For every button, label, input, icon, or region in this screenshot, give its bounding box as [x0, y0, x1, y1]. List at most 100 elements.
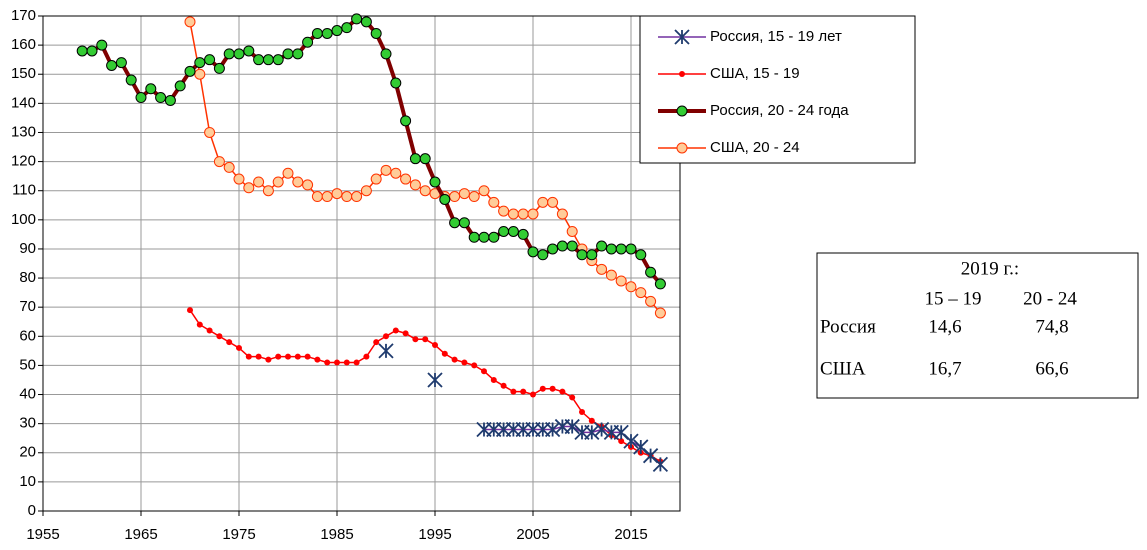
marker — [530, 391, 536, 398]
marker — [292, 176, 304, 188]
y-tick-label: 60 — [19, 327, 36, 344]
marker — [409, 179, 421, 191]
marker — [439, 193, 451, 205]
marker — [566, 240, 578, 252]
marker — [321, 191, 333, 203]
marker — [272, 176, 284, 188]
legend-marker — [676, 105, 688, 117]
marker — [392, 327, 399, 334]
marker — [360, 16, 372, 28]
marker — [370, 27, 382, 39]
legend-marker — [676, 142, 688, 154]
legend-label: Россия, 20 - 24 года — [710, 102, 849, 119]
marker — [468, 191, 480, 203]
y-tick-label: 140 — [11, 94, 36, 111]
marker — [187, 307, 193, 314]
y-tick-label: 80 — [19, 269, 36, 286]
marker — [419, 185, 431, 197]
marker — [490, 376, 497, 383]
y-tick-label: 30 — [19, 415, 36, 432]
summary-table: 2019 г.: 15 – 19 20 - 24 Россия 14,6 74,… — [816, 252, 1139, 399]
marker — [164, 94, 176, 106]
marker — [96, 39, 108, 51]
legend-marker — [679, 71, 685, 77]
marker — [498, 205, 510, 217]
marker — [547, 243, 559, 255]
marker — [645, 266, 657, 278]
x-tick-label: 1955 — [26, 526, 59, 543]
marker — [458, 217, 470, 229]
marker — [155, 92, 167, 104]
plot-border — [42, 15, 681, 512]
marker — [86, 45, 98, 57]
marker — [566, 225, 578, 237]
x-tick-label: 1965 — [124, 526, 157, 543]
marker — [262, 54, 274, 66]
y-tick-label: 110 — [12, 182, 36, 199]
marker — [605, 243, 617, 255]
marker — [378, 343, 394, 359]
marker — [471, 362, 478, 369]
marker — [498, 225, 510, 237]
x-tick-label: 2005 — [516, 526, 549, 543]
marker — [226, 339, 233, 346]
marker — [596, 263, 608, 275]
marker — [488, 231, 500, 243]
marker — [400, 173, 412, 185]
legend-label: США, 20 - 24 — [710, 139, 800, 156]
marker — [544, 421, 561, 438]
marker — [468, 231, 480, 243]
marker — [204, 126, 216, 138]
marker — [213, 62, 225, 74]
marker — [125, 74, 137, 86]
marker — [527, 246, 539, 258]
y-tick-label: 50 — [19, 356, 36, 373]
marker — [635, 249, 647, 261]
y-tick-label: 130 — [11, 123, 36, 140]
marker — [458, 188, 470, 200]
marker — [262, 185, 274, 197]
marker — [427, 372, 443, 388]
marker — [390, 77, 402, 89]
marker — [507, 225, 519, 237]
marker — [115, 57, 127, 69]
marker — [184, 65, 196, 77]
marker — [517, 208, 529, 220]
marker — [275, 353, 282, 360]
marker — [292, 48, 304, 60]
table-column: 20 - 24 — [1023, 288, 1077, 309]
marker — [402, 330, 409, 337]
marker — [615, 243, 627, 255]
table-title: 2019 г.: — [961, 258, 1019, 279]
x-tick-label: 1975 — [222, 526, 255, 543]
marker — [383, 333, 389, 340]
marker — [196, 321, 203, 328]
x-tick-label: 1985 — [320, 526, 353, 543]
y-tick-label: 40 — [19, 385, 36, 402]
marker — [204, 54, 216, 66]
legend: Россия, 15 - 19 лет США, 15 - 19 Россия, 2… — [639, 15, 916, 164]
marker — [343, 359, 350, 366]
marker — [253, 176, 265, 188]
marker — [556, 208, 568, 220]
marker — [488, 196, 500, 208]
marker — [255, 353, 262, 360]
marker — [272, 54, 284, 66]
marker — [654, 278, 666, 290]
marker — [311, 27, 323, 39]
marker — [334, 359, 340, 366]
marker — [380, 48, 392, 60]
table-box — [816, 252, 1139, 399]
marker — [351, 191, 363, 203]
marker — [527, 208, 539, 220]
y-tick-label: 90 — [19, 240, 36, 257]
marker — [363, 353, 370, 360]
marker — [213, 156, 225, 168]
marker — [588, 417, 595, 424]
marker — [432, 342, 438, 349]
marker — [223, 48, 235, 60]
legend-label: Россия, 15 - 19 лет — [710, 28, 842, 45]
marker — [547, 196, 559, 208]
marker — [507, 208, 519, 220]
